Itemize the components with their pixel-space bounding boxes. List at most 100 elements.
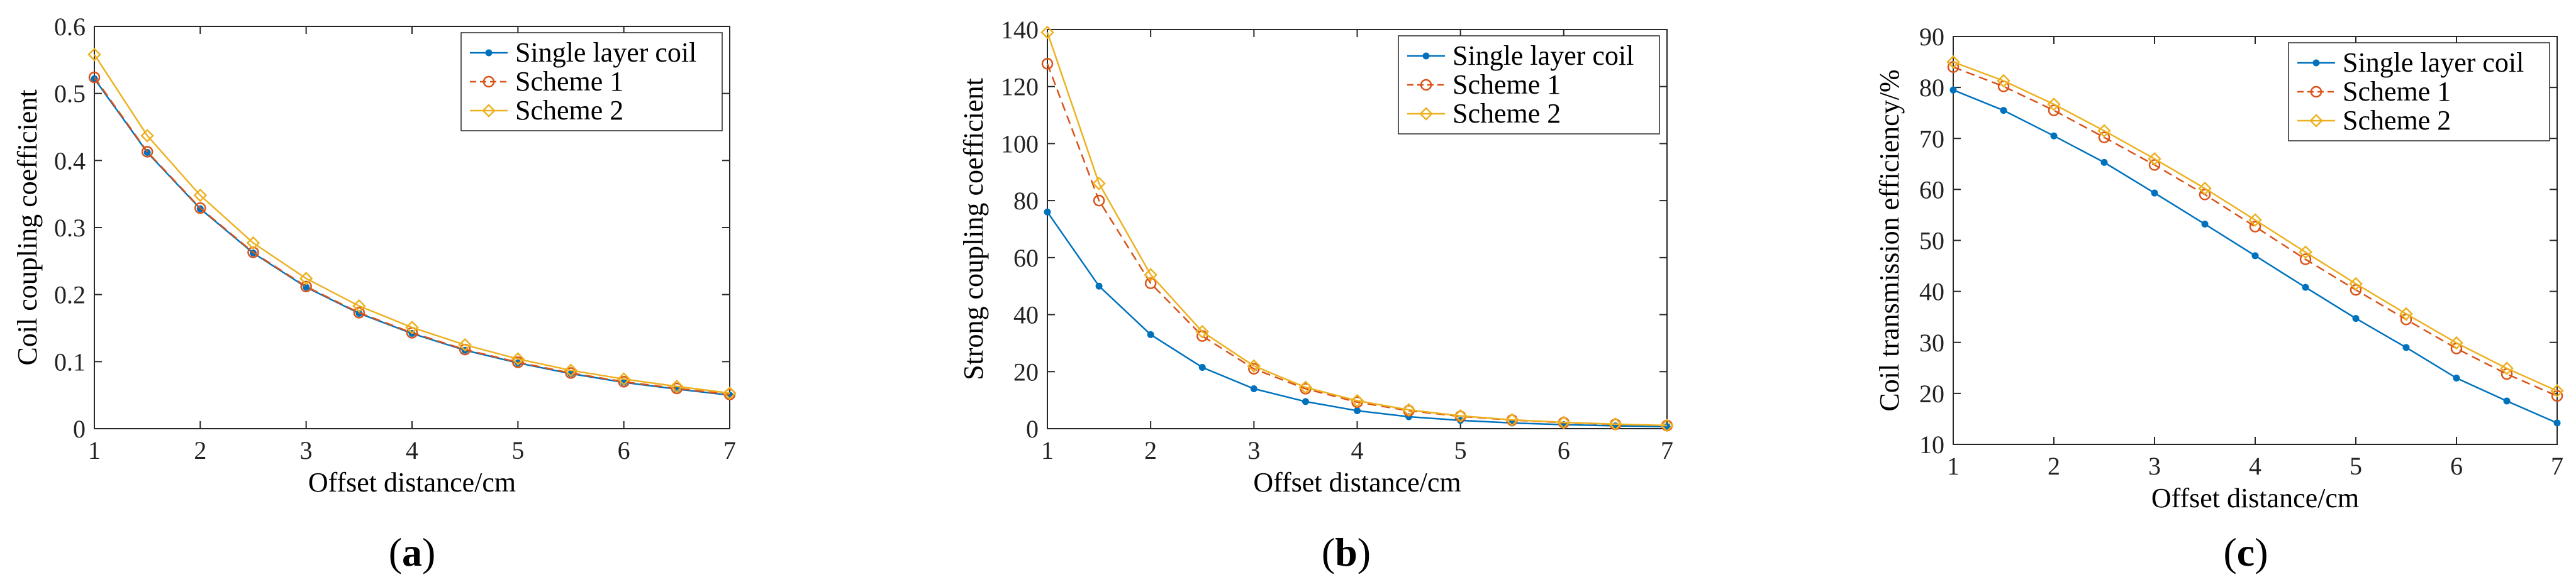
- data-point: [1997, 74, 2010, 88]
- data-point: [723, 386, 737, 400]
- y-tick-label: 120: [1001, 73, 1039, 101]
- y-tick-label: 60: [1013, 244, 1039, 272]
- x-tick-label: 6: [618, 436, 630, 464]
- data-point: [352, 299, 366, 313]
- data-point: [1660, 419, 1674, 432]
- y-tick-label: 50: [1919, 227, 1944, 255]
- legend-label: Scheme 2: [515, 95, 623, 126]
- data-point: [2302, 283, 2309, 291]
- panel-label-open-paren: (: [389, 530, 402, 574]
- x-tick-label: 1: [1041, 436, 1054, 464]
- data-point: [1946, 55, 1960, 69]
- x-axis-title: Offset distance/cm: [1253, 467, 1461, 498]
- y-tick-label: 100: [1001, 129, 1039, 158]
- panel-label-letter: a: [402, 530, 422, 574]
- data-point: [671, 382, 683, 395]
- data-point: [670, 380, 684, 393]
- y-tick-label: 70: [1919, 124, 1944, 153]
- panel-label-close-paren: ): [422, 530, 435, 574]
- data-point: [353, 307, 365, 319]
- series-line: [1953, 61, 2558, 392]
- data-point: [2402, 344, 2410, 351]
- data-point: [1093, 194, 1105, 207]
- data-point: [1040, 25, 1054, 40]
- chart-panel-a: 1 2 3 4 5 6 7 0 0.1 0.2 0.3 0.4 0.5 0.6 Offset distanc…: [12, 13, 737, 574]
- legend-marker: [482, 104, 496, 118]
- data-point: [2551, 390, 2563, 402]
- data-point: [2503, 397, 2511, 405]
- legend-item: Scheme 1: [1407, 69, 1561, 100]
- data-point: [299, 272, 313, 285]
- panel-label-letter: b: [1335, 530, 1358, 574]
- y-tick-label: 20: [1013, 358, 1039, 386]
- y-tick-label: 0.5: [54, 80, 86, 108]
- legend-item: Scheme 2: [1407, 98, 1561, 129]
- panel-label-letter: c: [2237, 530, 2255, 574]
- legend-item: Scheme 2: [2297, 105, 2451, 136]
- data-point: [511, 352, 525, 366]
- y-tick-label: 0.2: [54, 281, 86, 309]
- data-point: [2148, 151, 2161, 166]
- data-point: [2097, 124, 2111, 138]
- x-tick-label: 5: [511, 436, 524, 464]
- data-point: [2047, 97, 2061, 111]
- x-tick-label: 3: [1247, 436, 1260, 464]
- y-tick-label: 90: [1919, 23, 1944, 51]
- x-tick-label: 4: [2249, 452, 2261, 480]
- y-axis-title: Coil coupling coefficient: [12, 89, 43, 365]
- data-point: [405, 321, 419, 334]
- data-point: [565, 367, 577, 379]
- legend-item: Scheme 2: [470, 95, 623, 126]
- x-tick-label: 7: [1661, 436, 1673, 464]
- y-tick-label: 0: [1026, 415, 1039, 443]
- y-tick-label: 80: [1919, 74, 1944, 102]
- y-tick-label: 80: [1013, 187, 1039, 215]
- x-tick-label: 4: [1351, 436, 1364, 464]
- legend-marker: [2310, 85, 2322, 98]
- x-tick-label: 2: [2048, 452, 2060, 480]
- data-point: [1453, 409, 1468, 423]
- y-tick-label: 20: [1919, 380, 1944, 408]
- legend-marker: [482, 75, 495, 88]
- data-point: [1350, 393, 1364, 408]
- data-point: [2248, 213, 2262, 227]
- data-point: [193, 189, 208, 202]
- panel-label-open-paren: (: [1322, 530, 1335, 574]
- data-point: [1250, 385, 1257, 392]
- data-point: [140, 129, 154, 143]
- x-tick-label: 7: [723, 436, 736, 464]
- x-tick-label: 6: [2450, 452, 2463, 480]
- data-point: [1147, 331, 1154, 338]
- legend-label: Scheme 1: [1452, 69, 1561, 100]
- data-point: [2450, 336, 2463, 350]
- chart-panel-c: 1 2 3 4 5 6 7 10 20 30 40 50 60 70 80 90 Offset distance…: [1874, 23, 2564, 574]
- legend-marker: [2309, 114, 2323, 128]
- data-point: [2553, 419, 2561, 427]
- data-point: [2000, 107, 2007, 114]
- data-point: [2299, 253, 2312, 265]
- legend-marker: [1422, 52, 1430, 60]
- data-point: [1302, 398, 1309, 405]
- series-3: [87, 48, 737, 400]
- data-point: [1144, 277, 1157, 289]
- legend-label: Scheme 1: [2343, 76, 2451, 107]
- legend-label: Scheme 2: [1452, 98, 1561, 129]
- data-point: [1557, 415, 1571, 429]
- series-1: [1949, 86, 2561, 427]
- x-tick-label: 5: [1454, 436, 1467, 464]
- legend-label: Single layer coil: [515, 37, 696, 68]
- data-point: [616, 372, 631, 386]
- data-point: [2299, 245, 2312, 259]
- data-point: [141, 146, 153, 158]
- legend-label: Single layer coil: [2343, 47, 2524, 78]
- data-point: [2349, 277, 2363, 291]
- y-tick-label: 30: [1919, 329, 1944, 357]
- data-point: [194, 202, 206, 214]
- data-point: [2350, 283, 2362, 296]
- data-point: [246, 236, 260, 250]
- x-tick-label: 7: [2551, 452, 2563, 480]
